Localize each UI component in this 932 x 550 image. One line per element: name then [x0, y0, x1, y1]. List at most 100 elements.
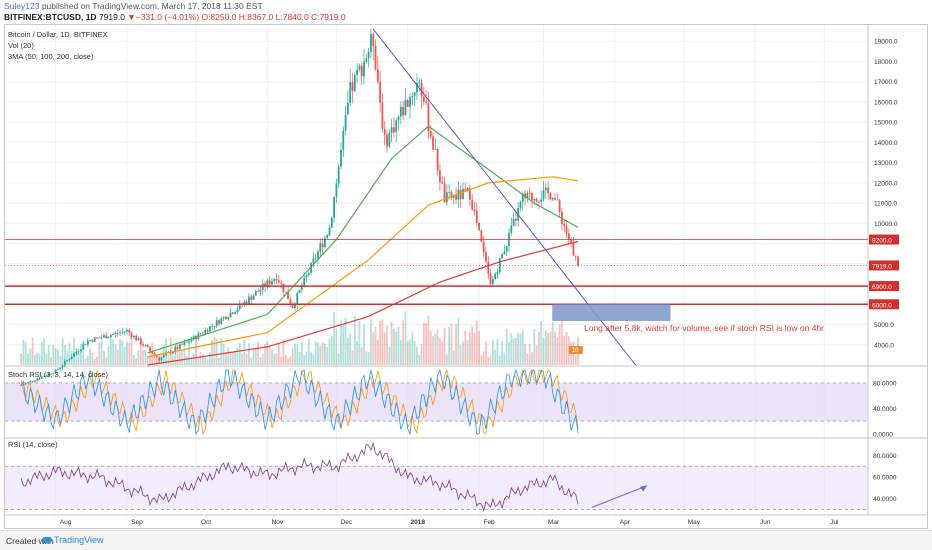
candle-110 [273, 278, 276, 285]
candle-body-90 [227, 317, 230, 320]
candle-body-198 [475, 210, 478, 223]
candle-5 [31, 380, 34, 384]
candle-body-215 [514, 218, 517, 221]
candle-173 [418, 78, 421, 92]
candle-body-124 [305, 275, 308, 278]
candle-body-83 [211, 325, 214, 327]
volume-bar-6 [34, 354, 36, 365]
candle-228 [544, 183, 547, 200]
volume-bar-45 [123, 346, 126, 365]
candle-body-37 [105, 335, 108, 339]
candle-body-161 [390, 127, 393, 133]
volume-bar-143 [349, 334, 352, 365]
tradingview-brand[interactable]: TradingView [54, 535, 104, 545]
candle-body-92 [231, 312, 234, 314]
volume-bar-230 [549, 331, 552, 365]
candle-body-79 [202, 333, 204, 335]
candle-body-138 [337, 166, 340, 184]
candle-46 [126, 328, 128, 335]
volume-bar-114 [282, 339, 285, 365]
candle-12 [47, 372, 50, 378]
candle-body-87 [220, 318, 223, 324]
volume-bar-193 [464, 330, 467, 365]
volume-bar-202 [485, 341, 487, 365]
ytick-0: 4000.0 [874, 342, 894, 349]
volume-bar-154 [374, 327, 377, 365]
candle-58 [153, 352, 156, 358]
candle-144 [351, 73, 354, 104]
volume-bar-5 [31, 337, 34, 365]
candle-body-61 [160, 357, 163, 361]
candle-body-103 [257, 291, 260, 293]
candle-body-150 [365, 58, 368, 62]
candle-body-30 [89, 340, 92, 341]
volume-bar-46 [126, 341, 128, 365]
candle-body-38 [107, 337, 110, 339]
volume-bar-135 [330, 336, 333, 365]
candle-body-199 [478, 222, 480, 231]
candle-body-145 [353, 75, 356, 92]
candle-51 [137, 336, 140, 341]
candle-211 [505, 245, 508, 257]
candle-body-21 [68, 359, 71, 361]
volume-bar-44 [121, 340, 124, 365]
candle-body-218 [521, 193, 524, 202]
author-link[interactable]: Suley123 [4, 1, 40, 11]
candle-body-142 [346, 102, 349, 115]
volume-bar-51 [137, 350, 140, 365]
candle-220 [526, 190, 529, 203]
candle-body-16 [57, 369, 59, 370]
candle-107 [266, 277, 269, 290]
candle-body-229 [547, 187, 550, 194]
volume-bar-158 [383, 332, 386, 365]
volume-bar-124 [305, 351, 308, 365]
candle-164 [397, 115, 400, 130]
candle-231 [551, 197, 554, 202]
candle-body-99 [248, 296, 250, 304]
candle-2 [24, 382, 27, 385]
volume-bar-196 [471, 326, 474, 365]
ma-line-2 [147, 240, 579, 366]
volume-bar-96 [241, 353, 243, 365]
candle-13 [50, 373, 52, 376]
candle-body-2 [24, 383, 27, 385]
candle-body-225 [538, 201, 540, 203]
candle-225 [538, 199, 540, 210]
vol-legend: Vol (20) [8, 41, 34, 50]
candle-body-0 [20, 385, 23, 387]
volume-bar-105 [261, 353, 264, 365]
volume-bar-123 [303, 355, 306, 365]
volume-bar-3 [27, 353, 29, 365]
volume-bar-223 [533, 329, 536, 365]
candle-61 [160, 356, 163, 362]
rsi-ytick-1: 60.0000 [873, 475, 897, 482]
rsi-line [20, 441, 579, 512]
volume-bar-90 [227, 347, 230, 365]
volume-bar-224 [535, 345, 538, 365]
volume-bar-86 [218, 357, 220, 365]
candle-212 [508, 228, 510, 253]
candle-body-162 [393, 127, 395, 133]
volume-badge [568, 346, 583, 354]
volume-bar-2 [24, 341, 27, 365]
candle-92 [231, 311, 234, 315]
volume-bar-66 [172, 355, 174, 365]
volume-bar-12 [47, 344, 50, 365]
candle-body-73 [188, 341, 191, 343]
candle-body-14 [52, 373, 55, 375]
candle-body-69 [179, 344, 181, 349]
volume-bar-120 [296, 344, 299, 365]
candle-body-58 [153, 353, 156, 356]
stoch-ytick-1: 40.0000 [873, 406, 897, 413]
candle-62 [162, 353, 165, 359]
candle-body-174 [420, 82, 423, 97]
candle-body-127 [312, 258, 315, 263]
candle-126 [310, 262, 312, 275]
candle-body-185 [445, 192, 448, 203]
candle-8 [38, 376, 41, 380]
ytick-13: 17000.0 [874, 79, 898, 86]
candle-100 [250, 294, 253, 304]
candle-109 [271, 277, 273, 286]
candle-body-118 [291, 304, 294, 309]
